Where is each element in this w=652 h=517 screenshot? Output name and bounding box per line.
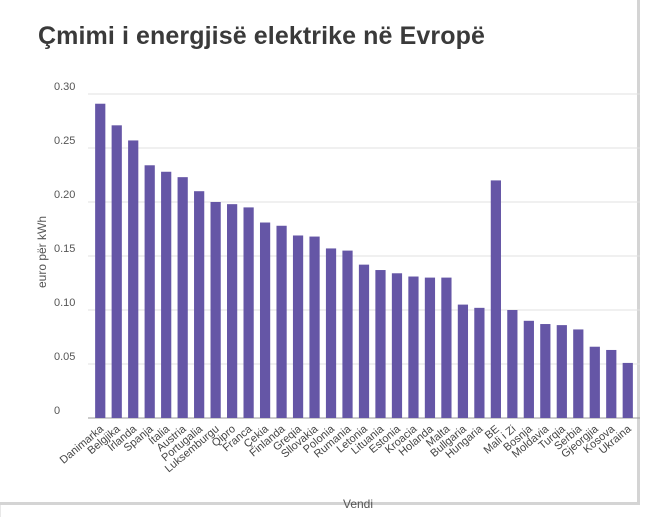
- bar: [507, 310, 518, 418]
- x-axis-title: Vendi: [343, 497, 373, 511]
- bar: [490, 180, 501, 418]
- bar: [227, 204, 238, 418]
- bar: [622, 362, 633, 418]
- bar: [540, 324, 551, 418]
- chart-title: Çmimi i energjisë elektrike në Evropë: [38, 22, 485, 50]
- y-tick-label: 0.25: [54, 135, 75, 147]
- y-tick-labels: 0 0.05 0.10 0.15 0.20 0.25 0.30: [54, 81, 75, 417]
- y-tick-label: 0.05: [54, 351, 75, 363]
- bar: [523, 320, 534, 418]
- bar: [606, 349, 617, 418]
- bar: [128, 140, 139, 418]
- y-tick-label: 0.10: [54, 297, 75, 309]
- bar: [309, 236, 320, 418]
- bar: [259, 222, 271, 418]
- category-labels: DanimarkaBelgjikaIrlandaSpanjaItaliaAust…: [58, 423, 635, 476]
- bar: [457, 304, 469, 418]
- bar: [161, 171, 172, 418]
- chart-frame: Çmimi i energjisë elektrike në Evropë: [0, 0, 640, 505]
- bar: [375, 270, 386, 418]
- bar: [325, 248, 337, 418]
- bar: [342, 250, 353, 418]
- bar: [210, 202, 221, 418]
- bar: [95, 103, 106, 418]
- bar: [474, 307, 485, 418]
- bar: [589, 346, 600, 418]
- bar: [177, 177, 188, 418]
- bar: [408, 276, 419, 418]
- bar: [391, 273, 403, 418]
- y-axis-title: euro për kWh: [35, 216, 49, 288]
- bars: [95, 103, 633, 418]
- bar: [424, 277, 436, 418]
- y-tick-label: 0: [54, 405, 60, 417]
- bar: [144, 165, 155, 418]
- y-tick-label: 0.30: [54, 81, 75, 93]
- bar: [292, 235, 304, 418]
- bar: [194, 191, 205, 418]
- bar: [111, 125, 122, 418]
- y-tick-label: 0.15: [54, 243, 75, 255]
- bar: [441, 277, 452, 418]
- bar: [243, 207, 254, 418]
- y-tick-label: 0.20: [54, 189, 75, 201]
- bar: [573, 329, 584, 418]
- bar: [358, 264, 370, 418]
- bar: [276, 225, 287, 418]
- bar: [556, 325, 567, 418]
